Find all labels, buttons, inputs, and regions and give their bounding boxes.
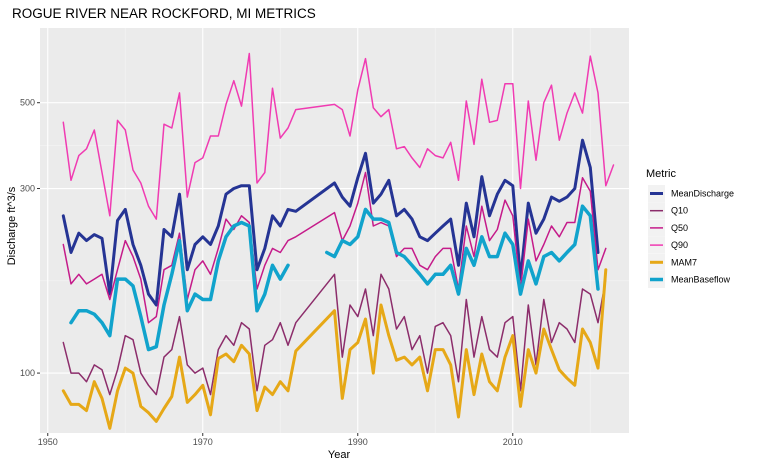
series-line-q90 bbox=[62, 52, 615, 220]
x-axis-title: Year bbox=[328, 449, 351, 461]
x-tick-label: 1970 bbox=[193, 437, 213, 447]
legend-title: Metric bbox=[646, 168, 676, 180]
x-axis: 1950 1970 1990 2010 bbox=[38, 433, 523, 447]
series-line-mam7 bbox=[61, 268, 608, 430]
y-axis: 100 300 500 bbox=[20, 98, 40, 378]
legend: Metric MeanDischarge Q10 Q50 Q90 MAM7 MeanBas… bbox=[646, 168, 734, 288]
legend-label: MeanBaseflow bbox=[671, 275, 731, 285]
y-axis-title: Discharge ft^3/s bbox=[6, 186, 18, 265]
series-line-meanbaseflow bbox=[69, 204, 600, 352]
y-tick-label: 500 bbox=[20, 98, 35, 108]
series-line-q10 bbox=[62, 273, 607, 396]
legend-label: Q10 bbox=[671, 206, 688, 216]
legend-label: MAM7 bbox=[671, 257, 697, 267]
x-tick-label: 1950 bbox=[38, 437, 58, 447]
y-tick-label: 100 bbox=[20, 368, 35, 378]
legend-label: Q90 bbox=[671, 240, 688, 250]
legend-label: Q50 bbox=[671, 223, 688, 233]
x-tick-label: 1990 bbox=[348, 437, 368, 447]
chart-title: ROGUE RIVER NEAR ROCKFORD, MI METRICS bbox=[12, 6, 316, 21]
plot-panel bbox=[40, 28, 629, 433]
series-line-meandischarge bbox=[61, 138, 600, 307]
grid bbox=[40, 28, 629, 433]
x-tick-label: 2010 bbox=[503, 437, 523, 447]
legend-label: MeanDischarge bbox=[671, 189, 734, 199]
series-lines bbox=[61, 52, 615, 430]
y-tick-label: 300 bbox=[20, 184, 35, 194]
